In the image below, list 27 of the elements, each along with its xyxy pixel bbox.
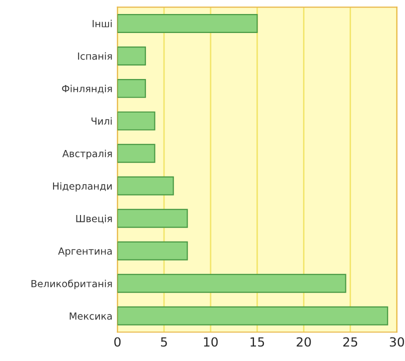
x-tick-label: 20 (296, 337, 311, 347)
y-tick-label: Чилі (92, 117, 112, 125)
bar (117, 306, 388, 326)
y-tick-label: Великобританія (32, 280, 112, 290)
bar (117, 78, 146, 98)
y-tick-label: Нідерланди (53, 182, 112, 192)
y-tick-label: Інші (92, 20, 112, 28)
bar (117, 274, 346, 293)
y-tick-label: Мексика (70, 312, 112, 320)
x-tick-label: 25 (343, 337, 358, 347)
x-tick-label: 10 (204, 337, 218, 347)
bar (117, 144, 156, 163)
y-tick-label: Фінляндія (62, 84, 112, 94)
x-tick-label: 15 (250, 337, 264, 347)
x-tick-label: 0 (114, 337, 121, 347)
bar (117, 241, 188, 260)
y-tick-label: Австралія (62, 150, 112, 160)
y-tick-label: Іспанія (78, 52, 112, 60)
y-tick-label: Швеція (76, 214, 112, 224)
bar (117, 111, 156, 130)
x-tick-label: 5 (161, 337, 167, 347)
y-tick-label: Аргентина (58, 248, 112, 257)
x-tick-label: 30 (390, 337, 404, 347)
bar (117, 46, 146, 66)
bar (117, 176, 174, 196)
bar (117, 14, 258, 33)
bar (117, 208, 188, 228)
